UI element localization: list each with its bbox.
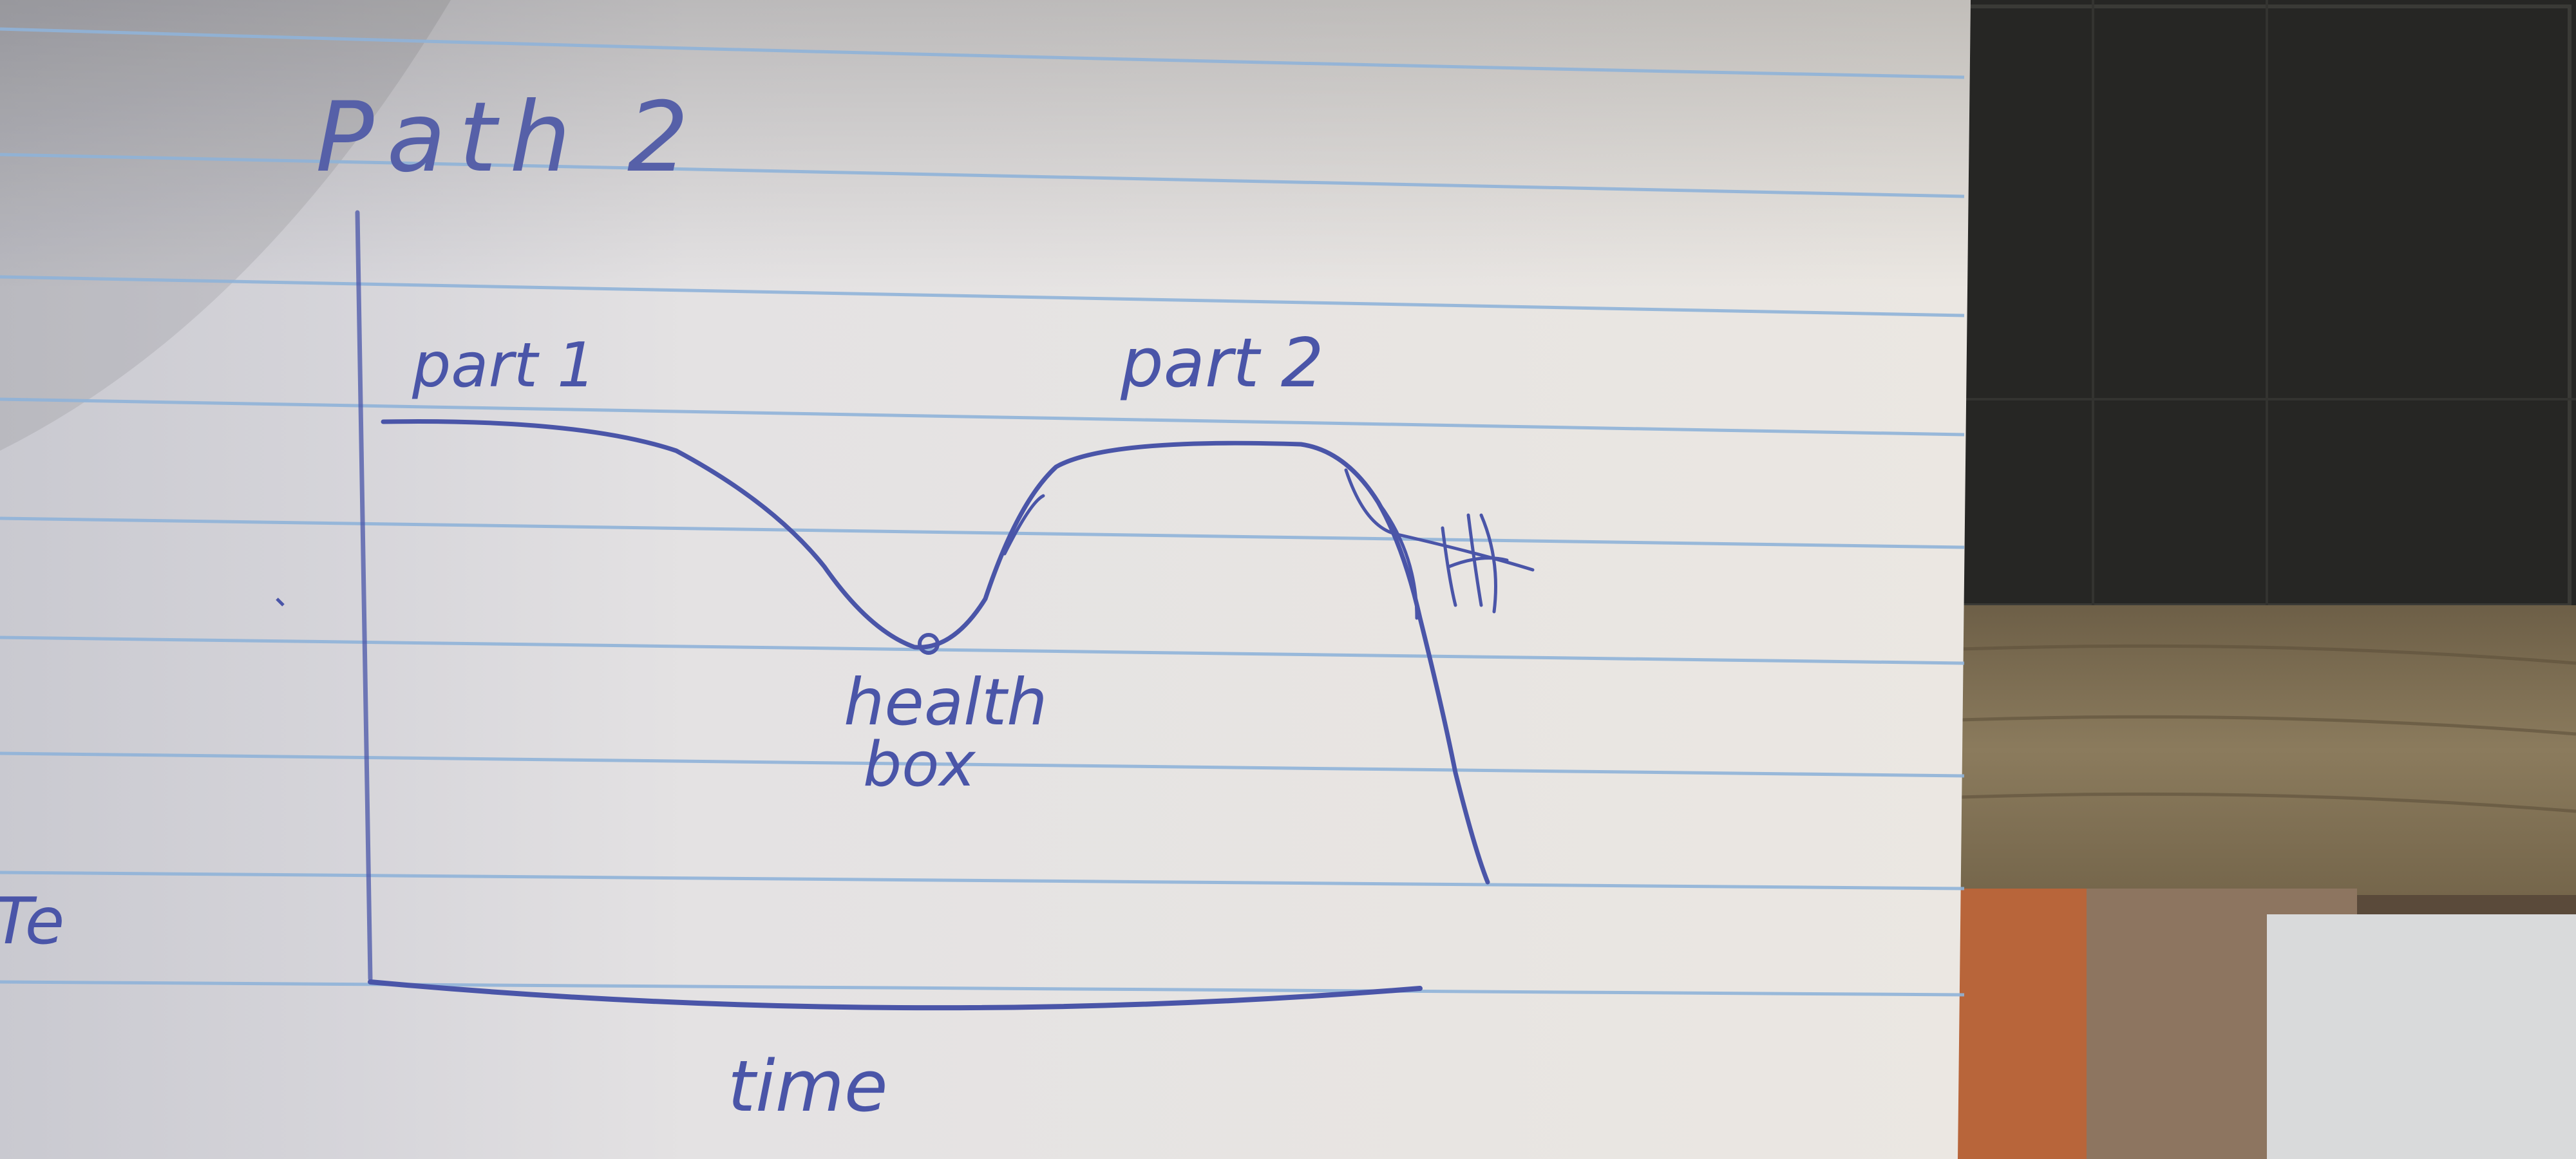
dark-board [1932, 0, 2576, 618]
health-box-label-line2: box [863, 730, 976, 800]
margin-fragment: Te [0, 883, 64, 959]
health-box-label-line1: health [844, 664, 1048, 740]
white-surface [2267, 914, 2576, 1159]
part1-label: part 1 [412, 330, 596, 401]
scribble-mark [1344, 468, 1535, 620]
wooden-ledge [1926, 605, 2576, 895]
y-axis [355, 210, 373, 981]
health-box-marker [918, 633, 940, 655]
orange-object [1938, 889, 2087, 1159]
sketch-title: Path 2 [316, 82, 701, 194]
background-objects [1925, 0, 2576, 1159]
sketch-drawing [355, 210, 1535, 1011]
ruled-lines [0, 27, 1965, 997]
part2-label: part 2 [1120, 324, 1324, 402]
x-axis [368, 979, 1423, 1011]
health-curve [381, 419, 1490, 885]
x-axis-label: time [728, 1045, 888, 1127]
